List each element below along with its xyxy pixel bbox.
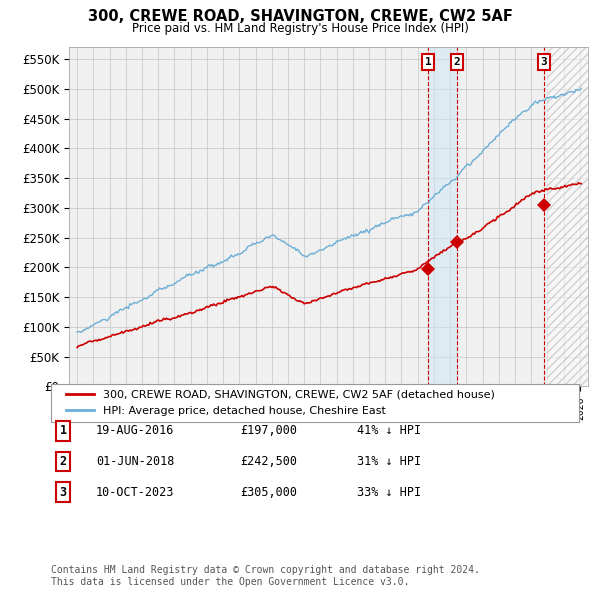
- Text: £242,500: £242,500: [240, 455, 297, 468]
- Text: £305,000: £305,000: [240, 486, 297, 499]
- Text: 3: 3: [59, 486, 67, 499]
- Text: 300, CREWE ROAD, SHAVINGTON, CREWE, CW2 5AF: 300, CREWE ROAD, SHAVINGTON, CREWE, CW2 …: [88, 9, 512, 24]
- Text: Contains HM Land Registry data © Crown copyright and database right 2024.
This d: Contains HM Land Registry data © Crown c…: [51, 565, 480, 587]
- Text: 1: 1: [425, 57, 431, 67]
- Legend: 300, CREWE ROAD, SHAVINGTON, CREWE, CW2 5AF (detached house), HPI: Average price: 300, CREWE ROAD, SHAVINGTON, CREWE, CW2 …: [62, 385, 499, 420]
- Bar: [428, 47, 457, 386]
- Text: 3: 3: [541, 57, 547, 67]
- Text: 31% ↓ HPI: 31% ↓ HPI: [357, 455, 421, 468]
- Text: Price paid vs. HM Land Registry's House Price Index (HPI): Price paid vs. HM Land Registry's House …: [131, 22, 469, 35]
- Bar: [547, 47, 588, 386]
- Text: 2: 2: [59, 455, 67, 468]
- Text: 01-JUN-2018: 01-JUN-2018: [96, 455, 175, 468]
- Text: 10-OCT-2023: 10-OCT-2023: [96, 486, 175, 499]
- Text: 2: 2: [454, 57, 460, 67]
- Text: 41% ↓ HPI: 41% ↓ HPI: [357, 424, 421, 437]
- Text: 19-AUG-2016: 19-AUG-2016: [96, 424, 175, 437]
- Text: £197,000: £197,000: [240, 424, 297, 437]
- Text: 33% ↓ HPI: 33% ↓ HPI: [357, 486, 421, 499]
- Text: 1: 1: [59, 424, 67, 437]
